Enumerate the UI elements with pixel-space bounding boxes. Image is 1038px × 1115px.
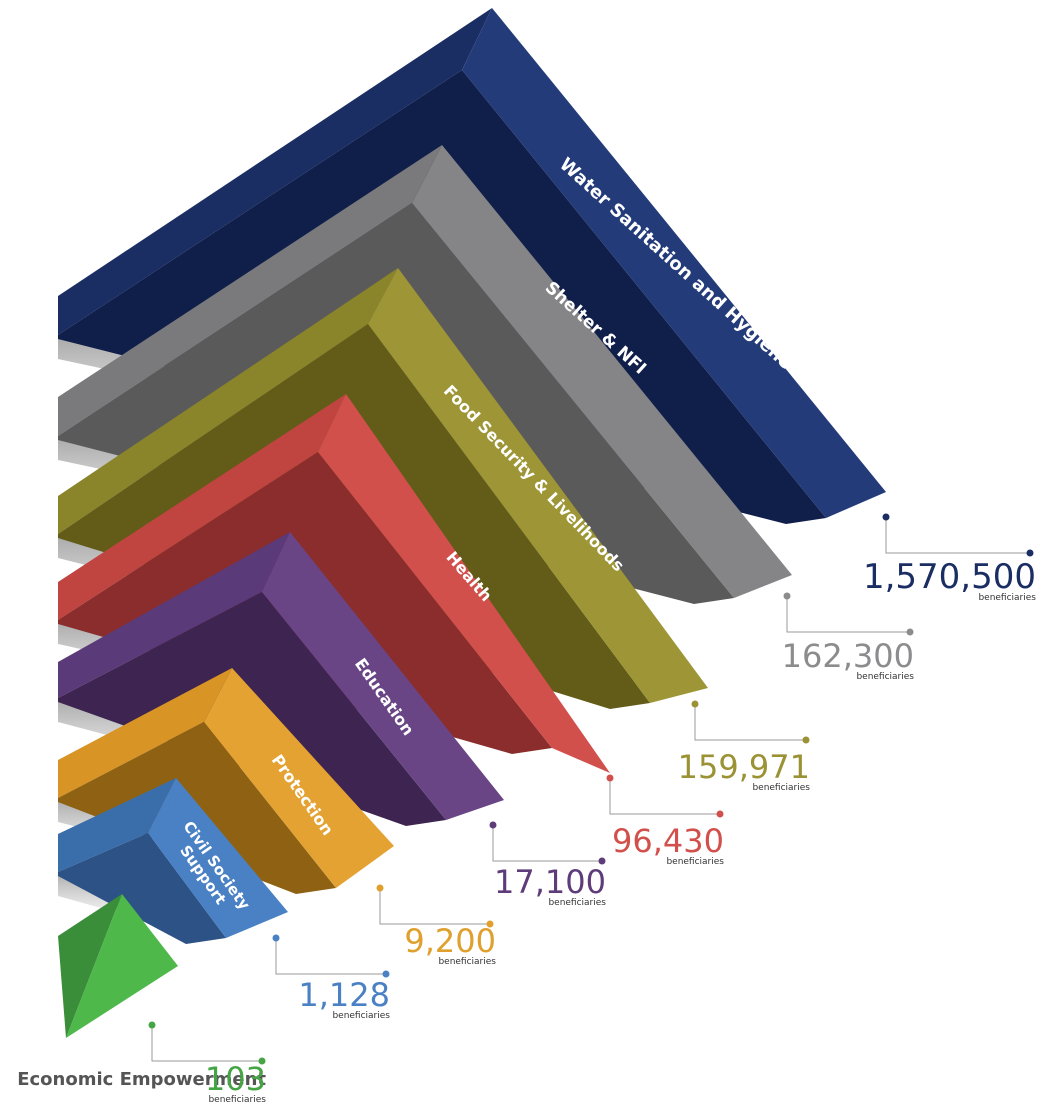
callout-end-dot xyxy=(382,970,390,978)
layer-top-face xyxy=(58,8,492,335)
callout-start-dot xyxy=(148,1021,156,1029)
layer-top-face xyxy=(58,268,398,534)
callout-end-dot xyxy=(802,736,810,744)
callout-start-dot xyxy=(783,592,791,600)
callout-end-dot xyxy=(716,810,724,818)
unit-label: beneficiaries xyxy=(856,672,914,682)
callout-start-dot xyxy=(272,934,280,942)
callout-end-dot xyxy=(598,857,606,865)
unit-label: beneficiaries xyxy=(332,1011,390,1021)
layer-inner-face xyxy=(58,833,226,944)
callout-leader-line xyxy=(694,704,806,741)
callout-leader-line xyxy=(885,517,1030,554)
unit-label: beneficiaries xyxy=(548,898,606,908)
layer-right-face xyxy=(368,268,708,703)
layer-top-face xyxy=(58,668,232,798)
callout-leader-line xyxy=(151,1025,262,1062)
unit-label: beneficiaries xyxy=(666,857,724,867)
unit-label: beneficiaries xyxy=(438,957,496,967)
value-callouts: 1,570,500beneficiaries162,300beneficiari… xyxy=(17,513,1036,1105)
unit-label: beneficiaries xyxy=(978,593,1036,603)
value-label: 1,570,500 xyxy=(863,557,1036,597)
unit-label: beneficiaries xyxy=(752,783,810,793)
layer-right-face xyxy=(462,8,886,518)
callout-leader-line xyxy=(609,778,720,815)
layer-right-face xyxy=(412,145,792,598)
layer-right-face xyxy=(204,668,394,888)
layer-right-face xyxy=(318,394,610,773)
callout-leader-line xyxy=(379,888,490,925)
value-label: 96,430 xyxy=(612,822,724,860)
layer-top-face xyxy=(58,532,290,698)
callout-start-dot xyxy=(606,774,614,782)
layer-left-face xyxy=(58,894,122,1038)
callout-end-dot xyxy=(258,1057,266,1065)
callout-leader-line xyxy=(492,825,602,862)
layer-top-face xyxy=(58,394,346,620)
callout-leader-line xyxy=(275,938,386,975)
callout-leader-line xyxy=(786,596,910,633)
layer-right-face xyxy=(148,778,288,938)
callout-end-dot xyxy=(906,628,914,636)
unit-label: beneficiaries xyxy=(208,1095,266,1105)
callout-start-dot xyxy=(376,884,384,892)
layer-right-face xyxy=(262,532,504,820)
layer-top-face xyxy=(58,778,176,872)
layer-top-face xyxy=(58,145,442,436)
sector-label-economic-empowerment: Economic Empowerment xyxy=(17,1069,266,1090)
value-label: 103 xyxy=(205,1060,266,1098)
value-label: 162,300 xyxy=(782,637,914,675)
value-label: 159,971 xyxy=(678,748,810,786)
callout-start-dot xyxy=(691,700,699,708)
callout-end-dot xyxy=(1026,549,1034,557)
callout-end-dot xyxy=(486,920,494,928)
value-label: 17,100 xyxy=(494,863,606,901)
value-label: 9,200 xyxy=(404,922,496,960)
layer-economic-empowerment xyxy=(58,894,178,1038)
callout-start-dot xyxy=(882,513,890,521)
callout-start-dot xyxy=(489,821,497,829)
layer-right-face xyxy=(66,894,178,1038)
value-label: 1,128 xyxy=(298,976,390,1014)
